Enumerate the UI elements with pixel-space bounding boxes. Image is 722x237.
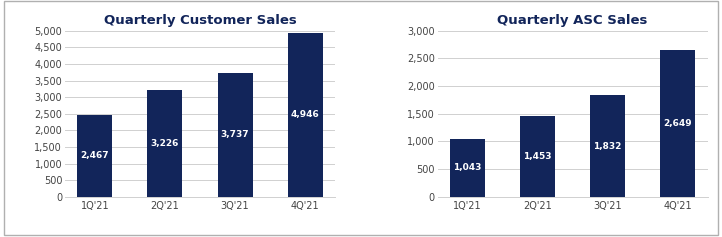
Bar xyxy=(660,50,695,197)
Title: Quarterly Customer Sales: Quarterly Customer Sales xyxy=(103,14,296,27)
Text: 3,226: 3,226 xyxy=(151,139,179,148)
Text: 2,649: 2,649 xyxy=(664,119,692,128)
Title: Quarterly ASC Sales: Quarterly ASC Sales xyxy=(497,14,648,27)
Bar xyxy=(287,33,323,197)
Text: 1,043: 1,043 xyxy=(453,163,482,172)
Bar xyxy=(520,116,555,197)
Bar xyxy=(77,115,113,197)
Text: 4,946: 4,946 xyxy=(291,110,320,119)
Bar xyxy=(450,139,485,197)
Bar xyxy=(217,73,253,197)
Text: 2,467: 2,467 xyxy=(80,151,109,160)
Text: 1,453: 1,453 xyxy=(523,152,552,161)
Bar xyxy=(590,96,625,197)
Bar xyxy=(147,90,183,197)
Text: 1,832: 1,832 xyxy=(593,141,622,150)
Text: 3,737: 3,737 xyxy=(221,130,249,139)
